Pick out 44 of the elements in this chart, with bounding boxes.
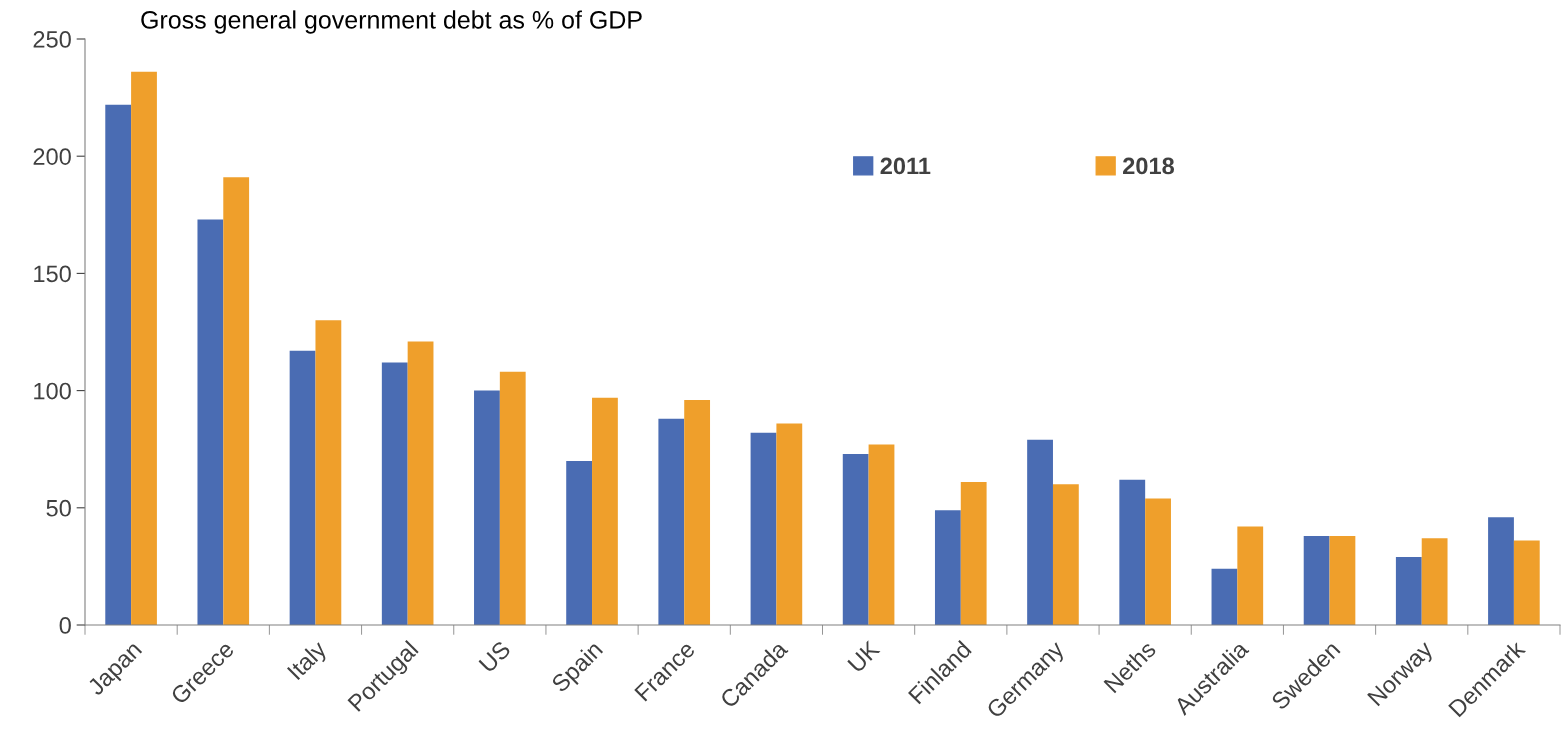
bar (474, 390, 500, 625)
bar (658, 418, 685, 625)
bar (750, 432, 777, 625)
bar (592, 397, 618, 625)
y-tick-label: 250 (33, 31, 71, 48)
bar (1027, 439, 1053, 625)
bar (566, 460, 593, 625)
bar (289, 350, 316, 625)
bar (131, 71, 157, 625)
bar (223, 177, 250, 625)
bar (934, 510, 961, 625)
bar (1395, 557, 1422, 625)
bar (407, 341, 434, 625)
bar (1303, 535, 1330, 625)
chart-title: Gross general government debt as % of GDP (141, 10, 642, 34)
bar (499, 371, 526, 625)
bar (842, 453, 869, 625)
bar (1329, 535, 1356, 625)
bar (868, 444, 895, 625)
y-tick-label: 200 (33, 148, 71, 165)
y-tick-label: 50 (46, 499, 71, 517)
bar (315, 320, 342, 625)
legend-label: 2011 (880, 157, 931, 175)
x-tick-label: UK (847, 639, 881, 674)
bar (776, 423, 803, 625)
bar (1052, 484, 1079, 625)
legend-label: 2018 (1123, 157, 1175, 175)
bar (1145, 498, 1171, 625)
bar (1237, 526, 1264, 625)
bar (1421, 538, 1448, 625)
x-tick-label: Italy (286, 638, 331, 684)
bar (1488, 517, 1514, 625)
bar (197, 219, 224, 625)
bar (1119, 479, 1146, 625)
bar (960, 482, 987, 625)
y-tick-label: 100 (34, 382, 71, 400)
bar (1513, 540, 1540, 625)
bar (105, 104, 132, 625)
bar (684, 399, 711, 625)
y-tick-label: 150 (34, 265, 71, 283)
y-tick-label: 0 (59, 617, 71, 634)
bar (1211, 568, 1238, 625)
x-tick-label: US (478, 640, 512, 674)
bar (381, 362, 408, 625)
